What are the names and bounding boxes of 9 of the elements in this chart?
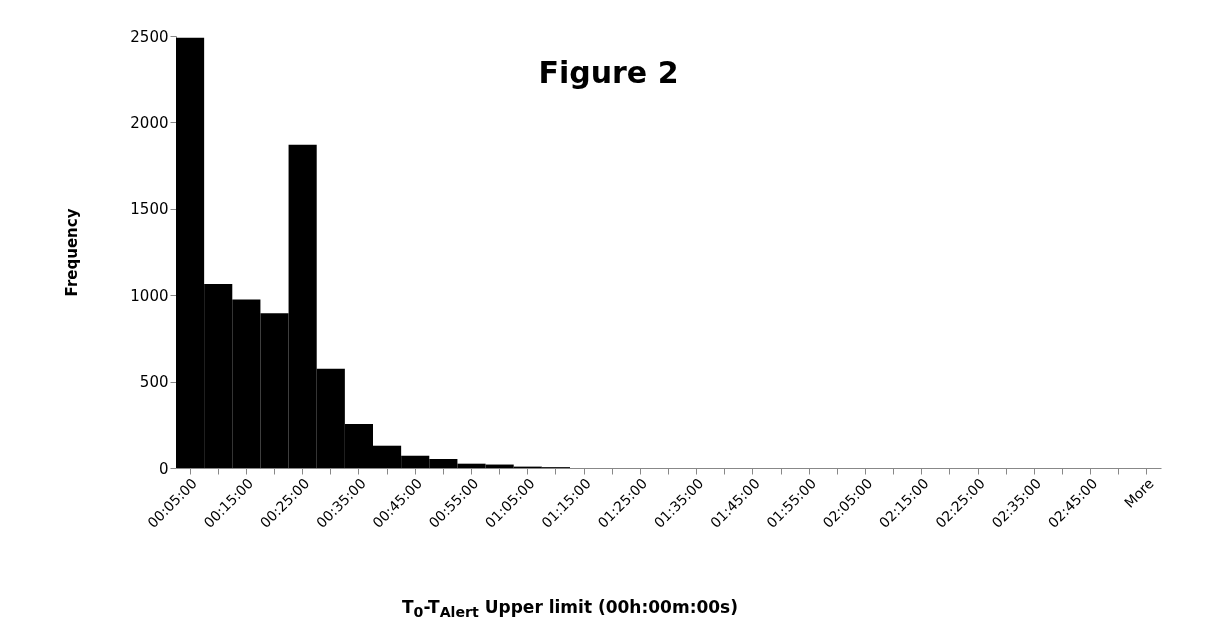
y-tick-label: 2000 xyxy=(130,113,169,132)
x-axis-title: T$_{0}$-T$_{Alert}$ Upper limit (00h:00m:00s) xyxy=(401,597,739,621)
text: Figure 2 xyxy=(538,55,679,90)
y-tick-label: 500 xyxy=(139,373,169,392)
y-tick-label: 1000 xyxy=(130,286,169,305)
y-axis-title: Frequency xyxy=(63,208,82,297)
y-tick-label: 1500 xyxy=(130,200,169,219)
y-tick-label: 2500 xyxy=(130,27,169,46)
y-tick-label: 0 xyxy=(158,459,169,478)
